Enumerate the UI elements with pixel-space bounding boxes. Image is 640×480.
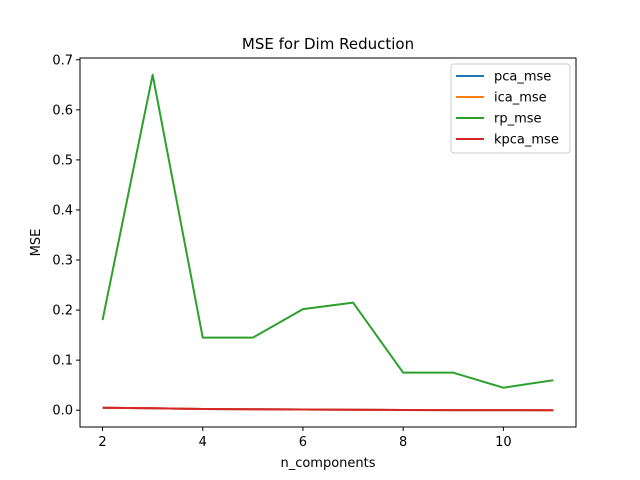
- series-line-rp_mse: [101, 73, 554, 389]
- x-axis-ticks: 2 4 6 8 10: [98, 427, 512, 450]
- plot-lines: [101, 73, 554, 412]
- legend-label-pca_mse: pca_mse: [494, 70, 551, 85]
- x-axis-label: n_components: [280, 456, 375, 471]
- y-tick-label: 0.2: [52, 304, 73, 319]
- y-axis-ticks: 0.0 0.1 0.2 0.3 0.4 0.5 0.6 0.7: [52, 53, 80, 419]
- y-tick-label: 0.7: [52, 53, 73, 68]
- plot-frame: [79, 57, 577, 428]
- legend-label-ica_mse: ica_mse: [494, 91, 547, 106]
- x-tick-label: 2: [98, 435, 106, 450]
- x-tick-label: 4: [199, 435, 207, 450]
- legend: pca_mse ica_mse rp_mse kpca_mse: [450, 63, 571, 154]
- x-tick-label: 8: [399, 435, 407, 450]
- chart-title: MSE for Dim Reduction: [242, 35, 414, 53]
- x-tick-label: 10: [495, 435, 512, 450]
- x-tick-label: 6: [299, 435, 307, 450]
- y-tick-label: 0.5: [52, 153, 73, 168]
- series-line-kpca_mse: [102, 406, 554, 412]
- legend-label-rp_mse: rp_mse: [494, 112, 542, 127]
- y-tick-label: 0.4: [52, 203, 73, 218]
- y-axis-label: MSE: [29, 229, 44, 257]
- y-tick-label: 0.0: [52, 404, 73, 419]
- y-tick-label: 0.6: [52, 103, 73, 118]
- legend-label-kpca_mse: kpca_mse: [494, 133, 559, 148]
- y-tick-label: 0.3: [52, 254, 73, 269]
- legend-box: [450, 63, 571, 154]
- y-tick-label: 0.1: [52, 354, 73, 369]
